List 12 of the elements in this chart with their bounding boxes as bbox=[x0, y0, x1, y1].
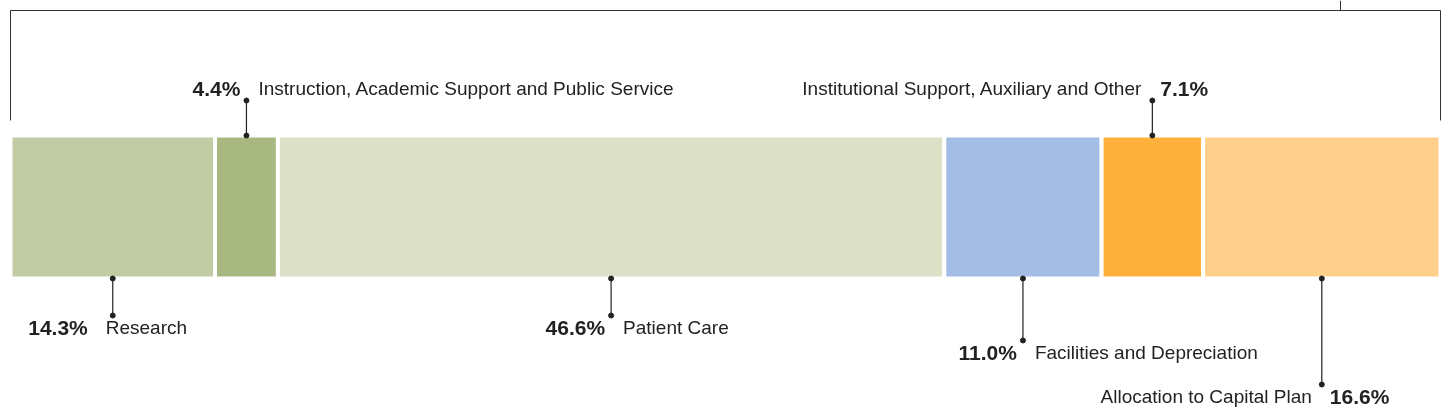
text: Facilities and Depreciation bbox=[1034, 342, 1258, 363]
data-label: 4.4% bbox=[192, 77, 241, 100]
text: Patient Care bbox=[623, 317, 729, 338]
series-label: Institutional Support, Auxiliary and Other bbox=[802, 78, 1142, 99]
data-label: 16.6% bbox=[1329, 385, 1390, 408]
series-label: Instruction, Academic Support and Public Service bbox=[258, 78, 674, 99]
data-label: 7.1% bbox=[1160, 77, 1209, 100]
data-label: 11.0% bbox=[958, 341, 1018, 364]
data-label: 46.6% bbox=[545, 316, 606, 339]
text: Research bbox=[105, 317, 188, 338]
data-label: 14.3% bbox=[28, 316, 89, 339]
text: Allocation to Capital Plan bbox=[1100, 386, 1312, 407]
